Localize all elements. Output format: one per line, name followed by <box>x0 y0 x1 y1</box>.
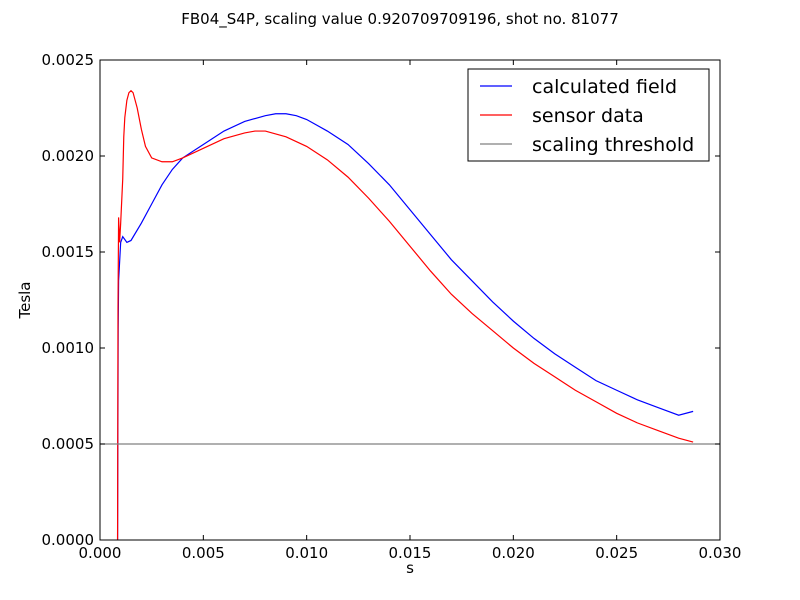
x-tick-label: 0.020 <box>492 544 535 562</box>
y-tick-label: 0.0000 <box>42 531 95 549</box>
x-tick-label: 0.030 <box>699 544 742 562</box>
series-line-calculated-field <box>116 113 694 541</box>
legend-label: sensor data <box>532 105 644 127</box>
series-layer <box>100 89 720 541</box>
x-axis-label: s <box>406 559 414 577</box>
x-tick-label: 0.015 <box>389 544 432 562</box>
x-tick-label: 0.025 <box>595 544 638 562</box>
chart-title: FB04_S4P, scaling value 0.920709709196, … <box>181 10 618 29</box>
y-tick-label: 0.0025 <box>42 51 95 69</box>
y-axis: 0.0000 0.0005 0.0010 0.0015 0.0020 0.0025 <box>42 51 720 549</box>
x-tick-label: 0.000 <box>79 544 122 562</box>
y-tick-label: 0.0020 <box>42 147 95 165</box>
y-axis-label: Tesla <box>16 281 34 319</box>
y-tick-label: 0.0005 <box>42 435 95 453</box>
series-line-sensor-data <box>116 89 694 541</box>
legend: calculated field sensor data scaling thres… <box>467 68 710 162</box>
y-tick-label: 0.0010 <box>42 339 95 357</box>
x-axis: 0.000 0.005 0.010 0.015 0.020 0.025 0.030 <box>79 60 742 562</box>
x-tick-label: 0.010 <box>285 544 328 562</box>
y-tick-label: 0.0015 <box>42 243 95 261</box>
x-tick-label: 0.005 <box>182 544 225 562</box>
legend-label: scaling threshold <box>532 134 694 156</box>
legend-label: calculated field <box>532 76 677 98</box>
